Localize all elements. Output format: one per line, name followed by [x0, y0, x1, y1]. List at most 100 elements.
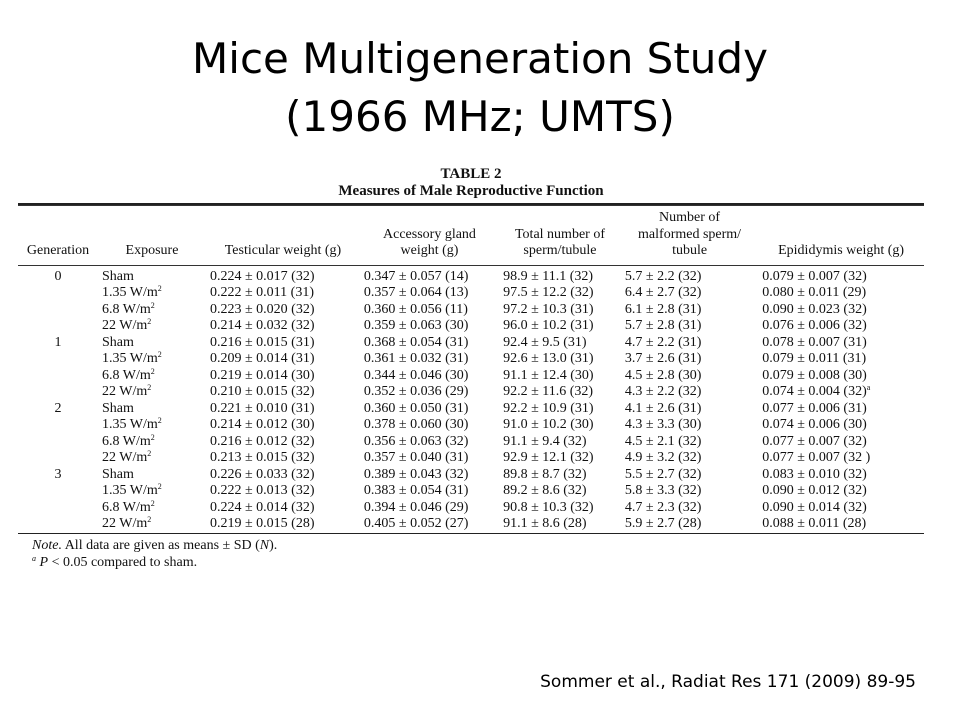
cell-exposure-value: 6.8 W/m [102, 433, 151, 449]
header-exposure: Exposure [98, 205, 206, 266]
cell-accessory: 0.394 ± 0.046 (29) [360, 500, 499, 517]
cell-generation-value: 0 [54, 268, 62, 284]
cell-epididymis: 0.074 ± 0.006 (30) [758, 417, 924, 434]
cell-exposure-superscript: 2 [150, 432, 155, 442]
note-suffix: ). [269, 537, 278, 553]
cell-generation-value: 3 [54, 466, 62, 482]
cell-sperm: 97.5 ± 12.2 (32) [499, 285, 621, 302]
cell-epididymis-value: 0.090 ± 0.012 (32) [762, 483, 867, 498]
cell-testicular: 0.214 ± 0.012 (30) [206, 417, 360, 434]
cell-testicular: 0.210 ± 0.015 (32) [206, 384, 360, 401]
cell-sperm-value: 92.9 ± 12.1 (32) [503, 450, 594, 465]
cell-exposure: Sham [98, 265, 206, 285]
cell-exposure-superscript: 2 [157, 284, 162, 293]
cell-exposure: 1.35 W/m2 [98, 351, 206, 368]
cell-sperm: 92.4 ± 9.5 (31) [499, 335, 621, 352]
cell-exposure: 6.8 W/m2 [98, 499, 206, 517]
cell-malformed-value: 5.7 ± 2.8 (31) [624, 318, 702, 333]
header-malformed-line2: malformed sperm/ [638, 226, 742, 242]
cell-malformed-value: 5.9 ± 2.7 (28) [624, 516, 702, 531]
cell-exposure-value: 22 W/m [102, 450, 148, 465]
cell-sperm: 91.1 ± 8.6 (28) [499, 516, 621, 533]
cell-malformed: 4.3 ± 2.2 (32) [621, 384, 758, 401]
cell-malformed-value: 4.3 ± 2.2 (32) [624, 384, 702, 399]
cell-epididymis: 0.077 ± 0.007 (32) [758, 434, 924, 451]
cell-accessory-value: 0.378 ± 0.060 (30) [363, 417, 469, 432]
cell-malformed-value: 4.9 ± 3.2 (32) [624, 450, 702, 465]
cell-malformed: 4.7 ± 2.2 (31) [621, 335, 758, 352]
cell-sperm-value: 91.1 ± 12.4 (30) [503, 367, 594, 383]
cell-testicular: 0.224 ± 0.017 (32) [206, 265, 360, 285]
cell-testicular: 0.209 ± 0.014 (31) [206, 351, 360, 368]
footnote-mark: a [32, 553, 36, 563]
cell-accessory: 0.360 ± 0.050 (31) [360, 401, 499, 418]
cell-malformed-value: 5.5 ± 2.7 (32) [624, 466, 702, 482]
cell-malformed: 6.4 ± 2.7 (32) [621, 285, 758, 302]
table-row: 6.8 W/m2 0.216 ± 0.012 (32) 0.356 ± 0.063 … [18, 432, 924, 451]
cell-sperm-value: 96.0 ± 10.2 (31) [503, 318, 594, 333]
cell-exposure-value: 6.8 W/m [102, 301, 151, 317]
cell-epididymis: 0.077 ± 0.007 (32 ) [758, 450, 924, 467]
table-row: 0 Sham 0.224 ± 0.017 (32) 0.347 ± 0.057 (14… [18, 265, 924, 285]
cell-malformed: 6.1 ± 2.8 (31) [621, 302, 758, 319]
cell-sperm-value: 89.8 ± 8.7 (32) [503, 466, 587, 482]
cell-exposure-superscript: 2 [157, 350, 162, 359]
cell-malformed: 5.5 ± 2.7 (32) [621, 467, 758, 484]
citation: Sommer et al., Radiat Res 171 (2009) 89-… [540, 672, 916, 692]
cell-epididymis-value: 0.090 ± 0.023 (32) [762, 301, 867, 317]
cell-generation [18, 368, 98, 385]
table-number: TABLE 2 [440, 166, 502, 182]
cell-epididymis: 0.079 ± 0.007 (32) [758, 265, 924, 285]
cell-testicular: 0.213 ± 0.015 (32) [206, 450, 360, 467]
cell-accessory-value: 0.394 ± 0.046 (29) [363, 499, 469, 515]
cell-exposure-value: Sham [102, 268, 134, 284]
cell-testicular: 0.226 ± 0.033 (32) [206, 467, 360, 484]
cell-exposure: 1.35 W/m2 [98, 417, 206, 434]
cell-accessory: 0.352 ± 0.036 (29) [360, 384, 499, 401]
cell-accessory-value: 0.360 ± 0.050 (31) [363, 400, 469, 416]
cell-exposure-superscript: 2 [147, 515, 152, 524]
cell-sperm: 97.2 ± 10.3 (31) [499, 302, 621, 319]
cell-accessory-value: 0.389 ± 0.043 (32) [363, 466, 469, 482]
cell-malformed-value: 5.7 ± 2.2 (32) [624, 268, 702, 284]
cell-exposure: 1.35 W/m2 [98, 285, 206, 302]
cell-epididymis: 0.088 ± 0.011 (28) [758, 516, 924, 533]
cell-testicular-value: 0.223 ± 0.020 (32) [210, 301, 315, 317]
table-row: 22 W/m2 0.213 ± 0.015 (32) 0.357 ± 0.040 (… [18, 450, 924, 467]
cell-malformed-value: 4.3 ± 3.3 (30) [624, 417, 702, 432]
cell-accessory: 0.347 ± 0.057 (14) [360, 265, 499, 285]
note-label: Note. [32, 537, 62, 553]
header-sperm: Total number of sperm/tubule [499, 205, 621, 266]
cell-testicular-value: 0.209 ± 0.014 (31) [210, 351, 315, 366]
header-malformed: Number of malformed sperm/ tubule [620, 205, 759, 266]
cell-generation [18, 483, 98, 500]
cell-accessory-value: 0.344 ± 0.046 (30) [363, 367, 469, 383]
cell-accessory: 0.405 ± 0.052 (27) [360, 516, 499, 533]
cell-testicular-value: 0.213 ± 0.015 (32) [210, 450, 315, 465]
table-row: 6.8 W/m2 0.224 ± 0.014 (32) 0.394 ± 0.046 … [18, 499, 924, 517]
cell-exposure-superscript: 2 [147, 449, 152, 458]
cell-testicular-value: 0.219 ± 0.014 (30) [210, 367, 315, 383]
cell-generation [18, 302, 98, 319]
cell-epididymis: 0.076 ± 0.006 (32) [758, 318, 924, 335]
cell-sperm: 89.2 ± 8.6 (32) [499, 483, 621, 500]
cell-generation: 1 [18, 335, 98, 352]
cell-malformed-value: 6.1 ± 2.8 (31) [624, 301, 702, 317]
cell-generation [18, 285, 98, 302]
cell-exposure: 22 W/m2 [98, 318, 206, 335]
cell-accessory-value: 0.360 ± 0.056 (11) [363, 301, 468, 317]
cell-epididymis: 0.083 ± 0.010 (32) [758, 467, 924, 484]
cell-generation [18, 384, 98, 401]
footnote-line: a P < 0.05 compared to sham. [32, 554, 924, 571]
cell-sperm: 90.8 ± 10.3 (32) [499, 500, 621, 517]
cell-sperm-value: 97.2 ± 10.3 (31) [503, 301, 594, 317]
cell-sperm: 89.8 ± 8.7 (32) [499, 467, 621, 484]
header-malformed-line1: Number of [659, 210, 721, 225]
header-epididymis: Epididymis weight (g) [758, 205, 924, 266]
cell-sperm: 96.0 ± 10.2 (31) [499, 318, 621, 335]
cell-testicular-value: 0.222 ± 0.011 (31) [210, 285, 314, 300]
cell-malformed-value: 6.4 ± 2.7 (32) [624, 285, 702, 300]
cell-accessory-value: 0.368 ± 0.054 (31) [363, 334, 469, 350]
cell-accessory: 0.359 ± 0.063 (30) [360, 318, 499, 335]
cell-epididymis-value: 0.077 ± 0.007 (32 ) [762, 450, 871, 465]
